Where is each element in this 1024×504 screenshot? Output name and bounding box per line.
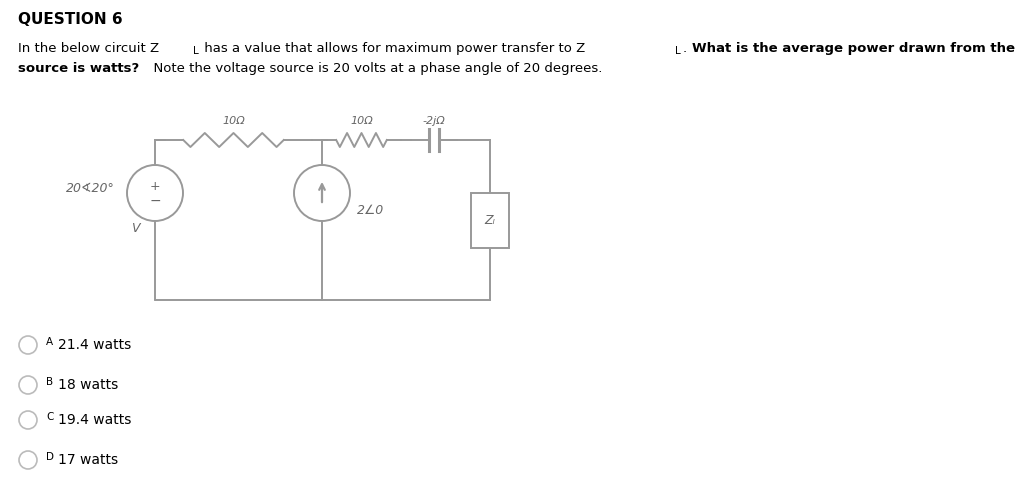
Bar xyxy=(471,193,509,247)
Text: L: L xyxy=(675,46,681,56)
Text: 2∠0: 2∠0 xyxy=(357,205,384,218)
Text: In the below circuit Z: In the below circuit Z xyxy=(18,42,159,55)
Text: What is the average power drawn from the: What is the average power drawn from the xyxy=(692,42,1015,55)
Text: .: . xyxy=(683,42,691,55)
Text: Note the voltage source is 20 volts at a phase angle of 20 degrees.: Note the voltage source is 20 volts at a… xyxy=(145,62,602,75)
Text: 17 watts: 17 watts xyxy=(58,453,118,467)
Text: V: V xyxy=(131,221,139,234)
Text: 19.4 watts: 19.4 watts xyxy=(58,413,131,427)
Text: Zₗ: Zₗ xyxy=(484,214,496,226)
Text: 18 watts: 18 watts xyxy=(58,378,118,392)
Text: 10Ω: 10Ω xyxy=(350,116,373,126)
Text: B: B xyxy=(46,377,53,387)
Text: D: D xyxy=(46,452,54,462)
Text: +: + xyxy=(150,179,161,193)
Text: 10Ω: 10Ω xyxy=(222,116,245,126)
Text: QUESTION 6: QUESTION 6 xyxy=(18,12,123,27)
Text: source is watts?: source is watts? xyxy=(18,62,139,75)
Text: C: C xyxy=(46,412,53,422)
Text: 20∢20°: 20∢20° xyxy=(66,181,115,195)
Text: has a value that allows for maximum power transfer to Z: has a value that allows for maximum powe… xyxy=(200,42,586,55)
Text: -2jΩ: -2jΩ xyxy=(423,116,445,126)
Text: −: − xyxy=(150,194,161,208)
Text: 21.4 watts: 21.4 watts xyxy=(58,338,131,352)
Text: A: A xyxy=(46,337,53,347)
Text: L: L xyxy=(193,46,199,56)
